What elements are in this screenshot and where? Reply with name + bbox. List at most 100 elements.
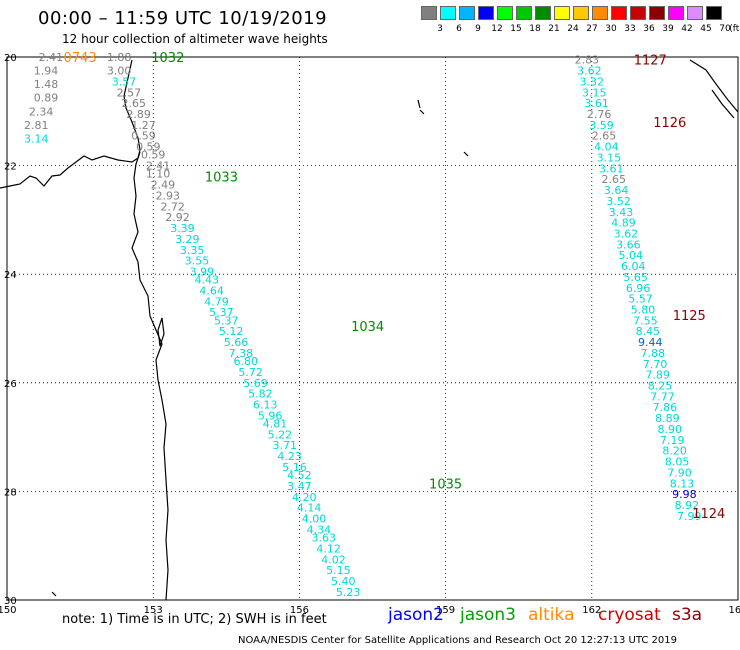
wave-height-value: 3.62 bbox=[577, 65, 602, 78]
wave-height-value: 4.79 bbox=[204, 295, 229, 308]
australia-coast bbox=[0, 59, 141, 189]
wave-height-value: 5.22 bbox=[268, 428, 293, 441]
colorbar-label: 36 bbox=[643, 24, 655, 34]
colorbar-label: (ft) bbox=[729, 24, 740, 34]
x-tick-label: 165 bbox=[728, 605, 740, 616]
colorbar-swatch bbox=[573, 6, 589, 20]
wave-height-value: 7.55 bbox=[633, 314, 658, 327]
wave-height-value: 1.88 bbox=[107, 51, 132, 64]
wave-height-value: 7.19 bbox=[660, 434, 685, 447]
x-tick-label: 159 bbox=[436, 605, 455, 616]
wave-height-value: 5.04 bbox=[619, 249, 644, 262]
wave-height-value: 3.43 bbox=[609, 206, 634, 219]
wave-height-value: 5.80 bbox=[631, 303, 656, 316]
wave-height-value: 5.15 bbox=[326, 564, 351, 577]
map-subtitle: 12 hour collection of altimeter wave hei… bbox=[62, 32, 328, 46]
colorbar-label: 27 bbox=[586, 24, 598, 34]
x-tick-label: 150 bbox=[0, 605, 17, 616]
colorbar-label: 6 bbox=[456, 24, 462, 34]
wave-height-value: 2.65 bbox=[601, 173, 626, 186]
wave-height-value: 6.13 bbox=[253, 399, 278, 412]
wave-height-value: 5.72 bbox=[238, 366, 263, 379]
wave-height-value: 5.16 bbox=[282, 461, 307, 474]
wave-height-value: 3.29 bbox=[175, 233, 200, 246]
pass-time-label: 0743 bbox=[64, 51, 97, 66]
wave-height-value: 3.32 bbox=[580, 75, 605, 88]
wave-height-value: 3.57 bbox=[112, 75, 137, 88]
wave-height-value: 5.96 bbox=[258, 409, 283, 422]
pass-time-label: 1032 bbox=[151, 51, 184, 66]
wave-height-value: 8.89 bbox=[655, 412, 680, 425]
x-tick-label: 162 bbox=[582, 605, 601, 616]
wave-height-value: 7.89 bbox=[645, 369, 670, 382]
wave-height-value: 6.04 bbox=[621, 260, 646, 273]
wave-height-value: 2.72 bbox=[160, 200, 185, 213]
fraser-island bbox=[157, 317, 165, 347]
axis-labels: 150 153 156 159 162 165 20 22 24 26 28 30 bbox=[0, 53, 740, 616]
colorbar-swatch bbox=[706, 6, 722, 20]
wave-height-value: 5.57 bbox=[628, 293, 653, 306]
wave-height-value: 2.41 bbox=[146, 160, 171, 173]
pass-time-label: 1033 bbox=[205, 170, 238, 185]
colorbar-swatch bbox=[611, 6, 627, 20]
legend-s3a: s3a bbox=[672, 605, 703, 625]
wave-height-value: 5.69 bbox=[243, 377, 268, 390]
wave-height-value: 8.92 bbox=[675, 499, 700, 512]
colorbar-swatch bbox=[535, 6, 551, 20]
wave-height-value: 5.40 bbox=[331, 575, 356, 588]
islet-1 bbox=[417, 99, 425, 115]
colorbar-label: 30 bbox=[605, 24, 617, 34]
islet-3 bbox=[51, 591, 57, 597]
wave-height-value: 4.34 bbox=[307, 523, 332, 536]
wave-height-value: 3.99 bbox=[190, 265, 215, 278]
wave-height-value: 4.89 bbox=[611, 217, 636, 230]
wave-height-value: 2.93 bbox=[156, 189, 181, 202]
y-tick-label: 30 bbox=[4, 596, 17, 607]
wave-height-value: 3.59 bbox=[589, 119, 614, 132]
y-tick-label: 24 bbox=[4, 270, 17, 281]
wave-height-value: 1.48 bbox=[34, 78, 59, 91]
pass-time-label: 1034 bbox=[351, 320, 384, 335]
pass-time-label: 1124 bbox=[692, 507, 725, 522]
wave-height-value: 8.25 bbox=[648, 380, 673, 393]
wave-height-value: 7.38 bbox=[229, 347, 254, 360]
y-tick-label: 26 bbox=[4, 379, 17, 390]
wave-height-value: 3.63 bbox=[312, 532, 337, 545]
colorbar-label: 33 bbox=[624, 24, 636, 34]
lat-lon-grid bbox=[6, 56, 739, 601]
wave-height-value: 3.15 bbox=[582, 86, 607, 99]
wave-height-value: 3.39 bbox=[170, 222, 195, 235]
wave-height-value: 2.65 bbox=[121, 97, 146, 110]
wave-height-value: 8.13 bbox=[670, 477, 695, 490]
colorbar-label: 12 bbox=[491, 24, 503, 34]
wave-height-value: 7.86 bbox=[653, 401, 678, 414]
wave-height-value: 3.55 bbox=[185, 255, 210, 268]
colorbar-swatch bbox=[516, 6, 532, 20]
colorbar-swatch bbox=[649, 6, 665, 20]
legend-cryosat: cryosat bbox=[598, 605, 661, 625]
wave-height-value: 7.90 bbox=[667, 466, 692, 479]
wave-height-value: 2.81 bbox=[24, 119, 49, 132]
y-tick-label: 22 bbox=[4, 162, 17, 173]
islet-2 bbox=[463, 151, 469, 157]
wave-height-value: 8.20 bbox=[662, 445, 687, 458]
pass-time-label: 1126 bbox=[653, 116, 686, 131]
legend-altika: altika bbox=[528, 605, 575, 625]
colorbar-swatch bbox=[421, 6, 437, 20]
wave-height-value: 4.20 bbox=[292, 491, 317, 504]
wave-height-value: 3.35 bbox=[180, 244, 205, 257]
altimeter-tracks: 2.41 1.88 1.94 3.00 1.48 3.57 0.89 2.57 2.34 2.65… bbox=[24, 51, 725, 599]
wave-height-value: 6.96 bbox=[626, 282, 651, 295]
wave-height-value: 5.12 bbox=[219, 325, 244, 338]
colorbar-label: 45 bbox=[700, 24, 712, 34]
wave-height-value: 5.82 bbox=[248, 388, 273, 401]
wave-height-value: 4.12 bbox=[316, 542, 341, 555]
colorbar-swatch bbox=[687, 6, 703, 20]
new-caledonia-2 bbox=[711, 89, 735, 119]
wave-height-value: 0.89 bbox=[34, 92, 59, 105]
wave-height-value: 3.66 bbox=[616, 238, 641, 251]
wave-height-value: 0.59 bbox=[131, 130, 156, 143]
colorbar-swatch bbox=[459, 6, 475, 20]
wave-height-value: 4.52 bbox=[287, 469, 312, 482]
